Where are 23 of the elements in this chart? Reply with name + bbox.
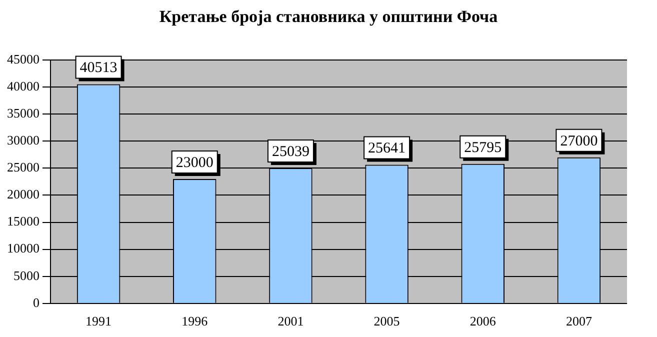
y-tick-label: 35000 [7, 106, 40, 121]
chart-title: Кретање броја становника у општини Фоча [158, 6, 499, 28]
data-label: 25039 [272, 144, 310, 160]
data-label: 25641 [368, 140, 406, 157]
data-label: 27000 [560, 133, 598, 150]
y-tick-label: 5000 [14, 268, 40, 283]
x-tick-label: 2001 [278, 314, 304, 329]
data-label: 25795 [464, 140, 502, 156]
y-tick-label: 40000 [7, 78, 40, 94]
y-tick-label: 0 [33, 294, 40, 310]
x-tick-label: 2006 [470, 314, 496, 329]
data-label: 40513 [80, 60, 118, 76]
y-tick-label: 25000 [7, 160, 40, 175]
y-tick-label: 45000 [7, 51, 40, 66]
x-tick-label: 1996 [182, 314, 208, 329]
x-tick-label: 2007 [566, 314, 592, 329]
y-tick-label: 10000 [7, 240, 40, 256]
data-label: 23000 [176, 154, 214, 171]
y-tick-label: 15000 [7, 214, 40, 229]
y-tick-label: 30000 [7, 132, 40, 148]
y-tick-label: 20000 [7, 186, 40, 202]
x-tick-label: 1991 [86, 314, 112, 329]
x-tick-label: 2005 [374, 314, 400, 329]
